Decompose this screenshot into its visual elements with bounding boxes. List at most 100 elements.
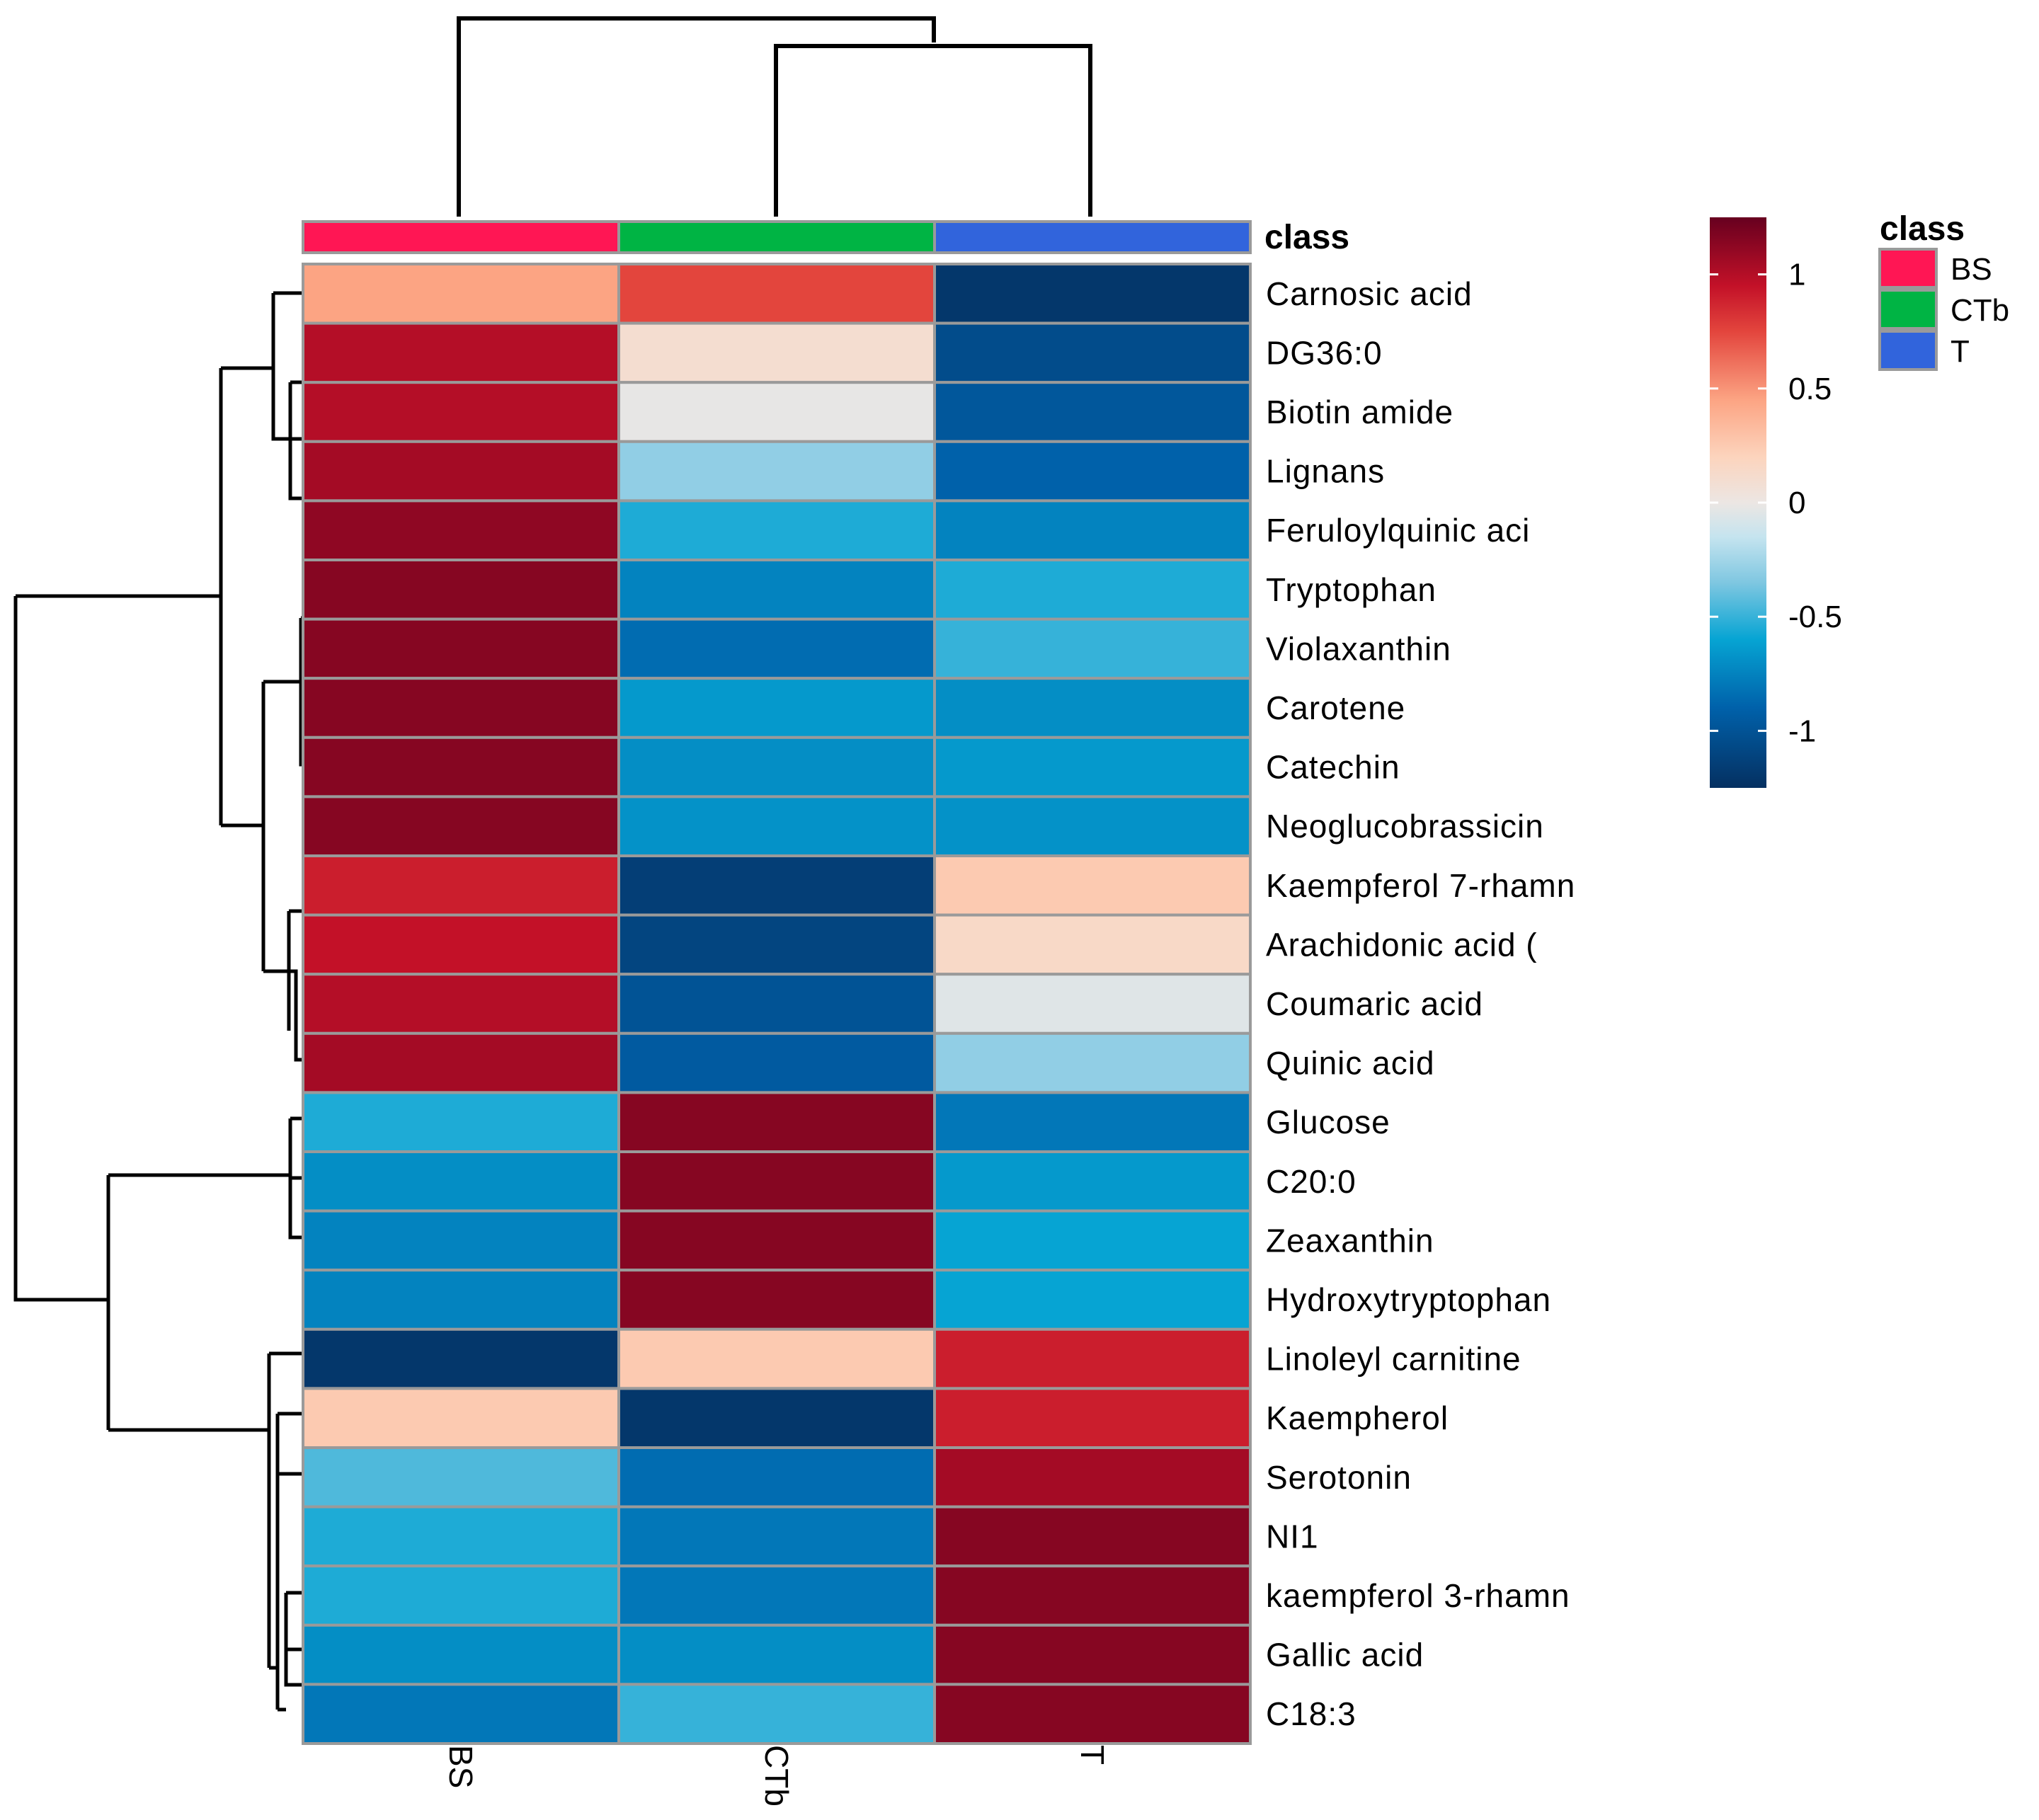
- row-label-lignans: Lignans: [1266, 453, 1385, 490]
- heatmap-cell-dg36-0-bs: [302, 321, 620, 384]
- heatmap-cell-lignans-bs: [302, 440, 620, 503]
- heatmap-cell-hydroxytryptophan-t: [933, 1269, 1252, 1331]
- row-label-tryptophan: Tryptophan: [1266, 571, 1437, 608]
- heatmap-cell-feruloylquinic-aci-ctb: [617, 499, 936, 562]
- row-label-coumaric-acid: Coumaric acid: [1266, 985, 1483, 1022]
- heatmap-cell-carnosic-acid-ctb: [617, 263, 936, 325]
- heatmap-cell-c20-0-t: [933, 1150, 1252, 1213]
- row-label-c20-0: C20:0: [1266, 1163, 1357, 1200]
- row-label-hydroxytryptophan: Hydroxytryptophan: [1266, 1281, 1551, 1318]
- row-label-kaempferol-7-rhamn: Kaempferol 7-rhamn: [1266, 867, 1575, 904]
- heatmap-cell-kaempferol-7-rhamn-t: [933, 854, 1252, 917]
- class-bar-cell-bs: [302, 220, 620, 254]
- heatmap-cell-c18-3-bs: [302, 1683, 620, 1745]
- row-label-dg36-0: DG36:0: [1266, 334, 1383, 371]
- color-scale-tick-label: 0.5: [1788, 372, 1832, 406]
- heatmap-cell-kaempferol-7-rhamn-ctb: [617, 854, 936, 917]
- heatmap-cell-kaempherol-t: [933, 1387, 1252, 1450]
- heatmap-cell-serotonin-t: [933, 1446, 1252, 1509]
- heatmap-cell-hydroxytryptophan-bs: [302, 1269, 620, 1331]
- column-label-bs: BS: [442, 1745, 479, 1788]
- heatmap-cell-ni1-ctb: [617, 1505, 936, 1568]
- class-legend-label-bs: BS: [1951, 252, 1992, 287]
- heatmap-cell-carotene-ctb: [617, 677, 936, 739]
- heatmap-cell-c18-3-t: [933, 1683, 1252, 1745]
- heatmap-cell-kaempferol-3-rhamn-ctb: [617, 1564, 936, 1627]
- heatmap-cell-neoglucobrassicin-bs: [302, 795, 620, 858]
- heatmap-cell-glucose-t: [933, 1091, 1252, 1154]
- heatmap-cell-kaempherol-bs: [302, 1387, 620, 1450]
- heatmap-cell-catechin-bs: [302, 736, 620, 799]
- heatmap-cell-ni1-bs: [302, 1505, 620, 1568]
- class-bar-cell-ctb: [617, 220, 936, 254]
- color-scale-bar: [1710, 217, 1766, 788]
- heatmap-cell-c20-0-ctb: [617, 1150, 936, 1213]
- heatmap-cell-carnosic-acid-bs: [302, 263, 620, 325]
- heatmap-cell-zeaxanthin-ctb: [617, 1209, 936, 1272]
- color-scale-tick-label: -0.5: [1788, 600, 1842, 634]
- heatmap-cell-catechin-t: [933, 736, 1252, 799]
- class-bar-cell-t: [933, 220, 1252, 254]
- heatmap-cell-zeaxanthin-t: [933, 1209, 1252, 1272]
- heatmap-cell-catechin-ctb: [617, 736, 936, 799]
- row-labels: Carnosic acid DG36:0 Biotin amide Lignans Fe…: [1266, 275, 1575, 1732]
- row-label-zeaxanthin: Zeaxanthin: [1266, 1222, 1434, 1259]
- class-legend-title: class: [1880, 210, 1965, 248]
- heatmap-cell-arachidonic-acid-bs: [302, 913, 620, 976]
- heatmap-cell-neoglucobrassicin-ctb: [617, 795, 936, 858]
- class-annotation-bar: [302, 220, 1252, 254]
- row-dendro-lower-b1: [275, 1412, 303, 1712]
- heatmap-cell-gallic-acid-t: [933, 1623, 1252, 1686]
- heatmap-cell-arachidonic-acid-t: [933, 913, 1252, 976]
- heatmap-cell-coumaric-acid-ctb: [617, 973, 936, 1035]
- heatmap-cell-serotonin-bs: [302, 1446, 620, 1509]
- heatmap-cell-ni1-t: [933, 1505, 1252, 1568]
- heatmap-cell-serotonin-ctb: [617, 1446, 936, 1509]
- row-label-carnosic-acid: Carnosic acid: [1266, 275, 1473, 312]
- heatmap-cell-quinic-acid-ctb: [617, 1031, 936, 1094]
- heatmap-cell-biotin-amide-ctb: [617, 381, 936, 443]
- heatmap-cell-feruloylquinic-aci-t: [933, 499, 1252, 562]
- row-dendro-lower-b2: [284, 1591, 303, 1687]
- heatmap-cell-c20-0-bs: [302, 1150, 620, 1213]
- row-dendro-lower-a: [288, 1116, 303, 1240]
- class-legend-label-t: T: [1951, 334, 1970, 369]
- row-dendro-upper-b: [261, 680, 301, 973]
- class-legend-swatch-t: [1878, 330, 1938, 371]
- heatmap-cell-linoleyl-carnitine-bs: [302, 1327, 620, 1390]
- row-label-ni1: NI1: [1266, 1518, 1319, 1555]
- heatmap-cell-coumaric-acid-bs: [302, 973, 620, 1035]
- heatmap-cell-kaempferol-7-rhamn-bs: [302, 854, 620, 917]
- heatmap-cell-c18-3-ctb: [617, 1683, 936, 1745]
- row-label-violaxanthin: Violaxanthin: [1266, 630, 1451, 667]
- heatmap-cell-carotene-bs: [302, 677, 620, 739]
- color-scale-tick-label: 0: [1788, 486, 1805, 520]
- heatmap-cell-carotene-t: [933, 677, 1252, 739]
- col-dendro-branch-ctb-t: [774, 44, 1092, 217]
- col-dendro-branch-bs: [457, 16, 936, 217]
- row-label-gallic-acid: Gallic acid: [1266, 1637, 1424, 1673]
- row-label-neoglucobrassicin: Neoglucobrassicin: [1266, 808, 1544, 845]
- color-scale-tick-label: -1: [1788, 714, 1816, 748]
- row-label-arachidonic-acid: Arachidonic acid (: [1266, 926, 1538, 963]
- row-label-kaempferol-3-rhamn: kaempferol 3-rhamn: [1266, 1577, 1570, 1614]
- heatmap-cell-tryptophan-bs: [302, 559, 620, 621]
- class-legend-swatch-ctb: [1878, 289, 1938, 330]
- row-label-linoleyl-carnitine: Linoleyl carnitine: [1266, 1341, 1521, 1378]
- heatmap-cell-linoleyl-carnitine-ctb: [617, 1327, 936, 1390]
- column-labels: BS CTb T: [442, 1745, 1111, 1807]
- heatmap-cell-violaxanthin-bs: [302, 617, 620, 680]
- heatmap-cell-glucose-bs: [302, 1091, 620, 1154]
- row-dendro-upper: [219, 366, 273, 828]
- row-label-kaempherol: Kaempherol: [1266, 1400, 1449, 1436]
- row-dendro-root: [13, 594, 221, 1302]
- heatmap-cell-quinic-acid-t: [933, 1031, 1252, 1094]
- color-scale-ticks: 1 0.5 0 -0.5 -1: [1710, 258, 1842, 748]
- heatmap-cell-gallic-acid-ctb: [617, 1623, 936, 1686]
- heatmap-cell-tryptophan-t: [933, 559, 1252, 621]
- heatmap-cells: [302, 263, 1252, 1745]
- column-label-t: T: [1074, 1745, 1111, 1765]
- heatmap-cell-violaxanthin-ctb: [617, 617, 936, 680]
- heatmap-cell-gallic-acid-bs: [302, 1623, 620, 1686]
